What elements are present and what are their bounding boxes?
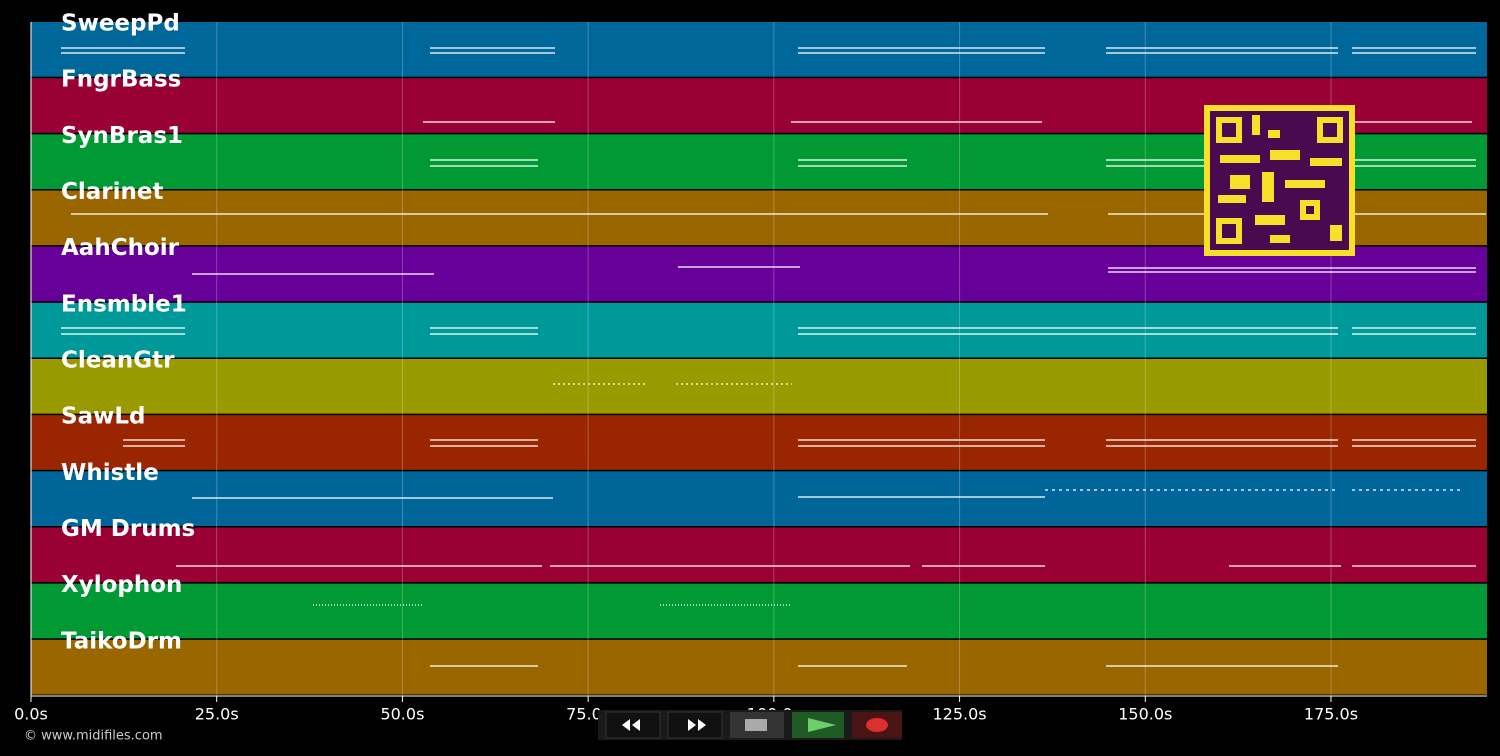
tick-label: 125.0s bbox=[933, 705, 987, 724]
track-name: GM Drums bbox=[61, 516, 195, 542]
tick-label: 25.0s bbox=[195, 705, 239, 724]
track-lane bbox=[31, 527, 1487, 583]
track-name: AahChoir bbox=[61, 235, 180, 261]
track-labels: SweepPd FngrBass SynBras1 Clarinet AahChoir E… bbox=[61, 11, 195, 655]
track-lane bbox=[31, 22, 1487, 77]
track-name: SawLd bbox=[61, 404, 145, 430]
track-lane bbox=[31, 302, 1487, 358]
transport-controls bbox=[598, 710, 902, 740]
tick-label: 0.0s bbox=[14, 705, 48, 724]
track-name: Clarinet bbox=[61, 179, 163, 205]
copyright: © www.midifiles.com bbox=[24, 729, 163, 744]
track-name: FngrBass bbox=[61, 67, 181, 93]
track-name: Whistle bbox=[61, 460, 159, 486]
play-button[interactable] bbox=[792, 712, 844, 738]
stop-button[interactable] bbox=[730, 712, 784, 738]
track-name: SynBras1 bbox=[61, 123, 183, 149]
track-lane bbox=[31, 583, 1487, 639]
track-name: Ensmble1 bbox=[61, 291, 187, 317]
tick-label: 50.0s bbox=[380, 705, 424, 724]
record-button[interactable] bbox=[852, 712, 902, 738]
notes bbox=[61, 47, 1486, 667]
track-name: SweepPd bbox=[61, 11, 180, 37]
track-lane bbox=[31, 415, 1487, 470]
fast-forward-button[interactable] bbox=[667, 711, 723, 739]
track-name: Xylophon bbox=[61, 572, 182, 598]
qr-code bbox=[1204, 105, 1355, 256]
track-lane bbox=[31, 359, 1487, 414]
track-name: CleanGtr bbox=[61, 348, 175, 374]
tick-label: 150.0s bbox=[1118, 705, 1172, 724]
tick-label: 175.0s bbox=[1304, 705, 1358, 724]
track-lane bbox=[31, 639, 1487, 695]
rewind-button[interactable] bbox=[605, 711, 661, 739]
track-name: TaikoDrm bbox=[61, 628, 182, 654]
